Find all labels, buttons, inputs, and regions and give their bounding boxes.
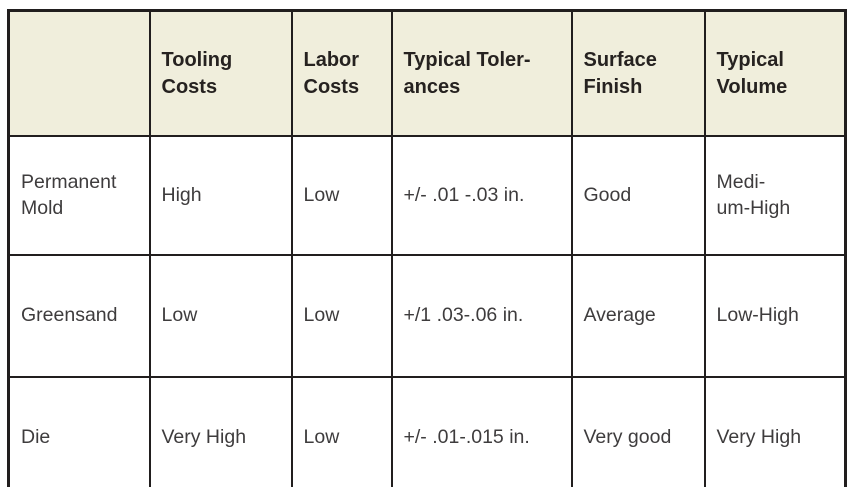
cell-permanent-mold-tooling: High xyxy=(148,135,293,256)
column-header-empty xyxy=(7,9,151,137)
cell-die-finish: Very good xyxy=(570,376,706,487)
header-row: Tooling Costs Labor Costs Typical Toler-… xyxy=(7,9,847,137)
column-header-typical-volume: Typical Volume xyxy=(703,9,847,137)
cell-permanent-mold-volume: Medi- um-High xyxy=(703,135,847,256)
table-header: Tooling Costs Labor Costs Typical Toler-… xyxy=(7,9,847,137)
cell-greensand-volume: Low-High xyxy=(703,254,847,378)
cell-die-tolerance: +/- .01-.015 in. xyxy=(390,376,573,487)
column-header-tooling-costs: Tooling Costs xyxy=(148,9,293,137)
row-header-greensand: Greensand xyxy=(7,254,151,378)
row-header-die: Die xyxy=(7,376,151,487)
casting-comparison-table: Tooling Costs Labor Costs Typical Toler-… xyxy=(7,9,847,487)
table-row-permanent-mold: Permanent Mold High Low +/- .01 -.03 in.… xyxy=(7,135,847,256)
cell-permanent-mold-finish: Good xyxy=(570,135,706,256)
row-header-permanent-mold: Permanent Mold xyxy=(7,135,151,256)
cell-greensand-labor: Low xyxy=(290,254,393,378)
cell-greensand-finish: Average xyxy=(570,254,706,378)
table-row-greensand: Greensand Low Low +/1 .03-.06 in. Averag… xyxy=(7,254,847,378)
cell-die-labor: Low xyxy=(290,376,393,487)
cell-permanent-mold-labor: Low xyxy=(290,135,393,256)
table-body: Permanent Mold High Low +/- .01 -.03 in.… xyxy=(7,135,847,487)
cell-greensand-tolerance: +/1 .03-.06 in. xyxy=(390,254,573,378)
cell-die-tooling: Very High xyxy=(148,376,293,487)
cell-die-volume: Very High xyxy=(703,376,847,487)
cell-greensand-tooling: Low xyxy=(148,254,293,378)
table-row-die: Die Very High Low +/- .01-.015 in. Very … xyxy=(7,376,847,487)
column-header-labor-costs: Labor Costs xyxy=(290,9,393,137)
column-header-surface-finish: Surface Finish xyxy=(570,9,706,137)
cell-permanent-mold-tolerance: +/- .01 -.03 in. xyxy=(390,135,573,256)
column-header-typical-tolerances: Typical Toler- ances xyxy=(390,9,573,137)
